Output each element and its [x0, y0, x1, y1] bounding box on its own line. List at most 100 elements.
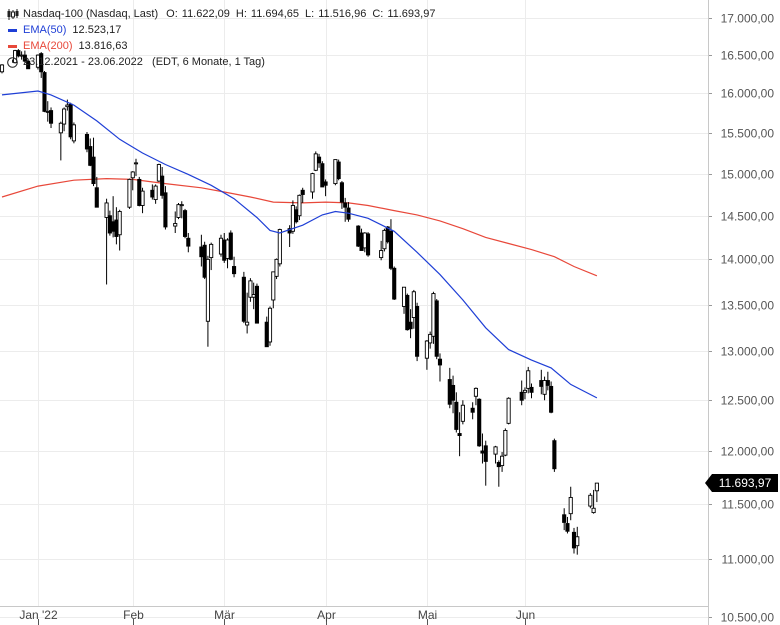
candle [173, 211, 178, 234]
candle-body-up [588, 494, 593, 507]
candle [460, 400, 465, 425]
candle [539, 369, 544, 395]
candle-body-down [39, 53, 44, 73]
candle [339, 181, 344, 209]
candle-body-down [182, 210, 188, 237]
candle-body-down [48, 110, 54, 124]
candle [39, 52, 44, 78]
candle [392, 266, 397, 300]
candle-body-down [199, 246, 204, 258]
candle [588, 493, 593, 509]
x-tick-label: Jun [516, 608, 535, 622]
candle-body-down [300, 189, 305, 195]
y-tick-label: 17.000,00 [721, 12, 775, 26]
candle [287, 225, 292, 247]
candle-body-up [225, 239, 230, 259]
candle [571, 527, 577, 554]
ema200-line [1, 177, 598, 277]
candle-body-down [241, 276, 246, 322]
candle-body-up [411, 291, 416, 318]
candle-body-down [22, 54, 27, 62]
y-tick-label: 14.500,00 [721, 210, 775, 224]
candle-body-down [150, 189, 155, 198]
candle [480, 433, 485, 464]
candle-body-down [366, 233, 371, 256]
candle [457, 412, 462, 457]
candle [176, 202, 181, 220]
candle [552, 438, 557, 472]
x-tick-label: Mär [214, 608, 235, 622]
candle-body-up [153, 185, 158, 201]
candle-body-up [267, 307, 273, 343]
candle-body-down [26, 60, 31, 70]
candle-body-down [94, 187, 99, 208]
candle-body-up [156, 164, 161, 182]
candle [209, 242, 214, 271]
candle-body-down [294, 209, 299, 223]
candle [408, 309, 413, 339]
candle-body-down [186, 237, 191, 247]
candle-body-up [45, 110, 50, 113]
candle [359, 228, 364, 251]
y-tick-label: 16.000,00 [721, 87, 775, 101]
ema200-label: EMA(200) [23, 40, 73, 52]
candle-body-up [297, 194, 302, 217]
candle [477, 398, 482, 447]
candle-body-down [415, 305, 420, 357]
candle [483, 440, 488, 486]
legend-ema200[interactable]: EMA(200) 13.816,63 [6, 38, 439, 54]
candle-body-down [202, 244, 207, 278]
y-tick-label: 14.000,00 [721, 253, 775, 267]
candle-body-up [313, 153, 318, 171]
candle [300, 187, 305, 203]
candle [401, 286, 407, 314]
candle [591, 489, 596, 514]
candle [267, 306, 273, 346]
candle-body-up [218, 237, 224, 255]
candle-body-down [232, 266, 237, 275]
candle [45, 101, 50, 122]
candle [470, 402, 475, 420]
candle [254, 283, 259, 324]
candle [133, 158, 139, 177]
candle [71, 122, 76, 144]
candle [163, 186, 168, 230]
candle [179, 201, 184, 219]
candle-body-down [457, 433, 462, 437]
candle-body-up [500, 455, 505, 467]
candle-body-up [209, 243, 214, 259]
candle-body-up [130, 171, 135, 179]
candle-body-up [333, 159, 338, 185]
candlestick-icon [6, 8, 19, 20]
candle-body-down [316, 156, 322, 164]
chart-legend: Nasdaq-100 (Nasdaq, Last) O: 11.622,09 H… [6, 6, 439, 70]
candle [437, 353, 443, 382]
candle [297, 194, 302, 221]
ema50-swatch [8, 28, 17, 32]
y-tick-label: 13.500,00 [721, 299, 775, 313]
ema50-line [1, 90, 598, 399]
candle [232, 256, 237, 278]
candle [186, 233, 191, 253]
candle [562, 508, 567, 531]
legend-ema50[interactable]: EMA(50) 12.523,17 [6, 22, 439, 38]
candle [323, 179, 328, 197]
candle [316, 153, 322, 168]
x-tick-label: Jan '22 [19, 608, 58, 622]
candle-layer [0, 49, 599, 555]
candle-body-up [140, 190, 145, 206]
candle [248, 278, 253, 302]
candle-body-down [264, 321, 269, 348]
ema50-label: EMA(50) [23, 24, 67, 36]
candle-body-up [179, 204, 184, 207]
candle [575, 526, 580, 555]
candle [228, 230, 233, 261]
candle-body-up [127, 178, 132, 208]
candle [565, 516, 570, 534]
candle-body-up [205, 258, 210, 322]
candle [447, 367, 452, 409]
candle-body-up [424, 340, 429, 359]
candle [431, 291, 436, 344]
candle-body-up [251, 294, 256, 298]
